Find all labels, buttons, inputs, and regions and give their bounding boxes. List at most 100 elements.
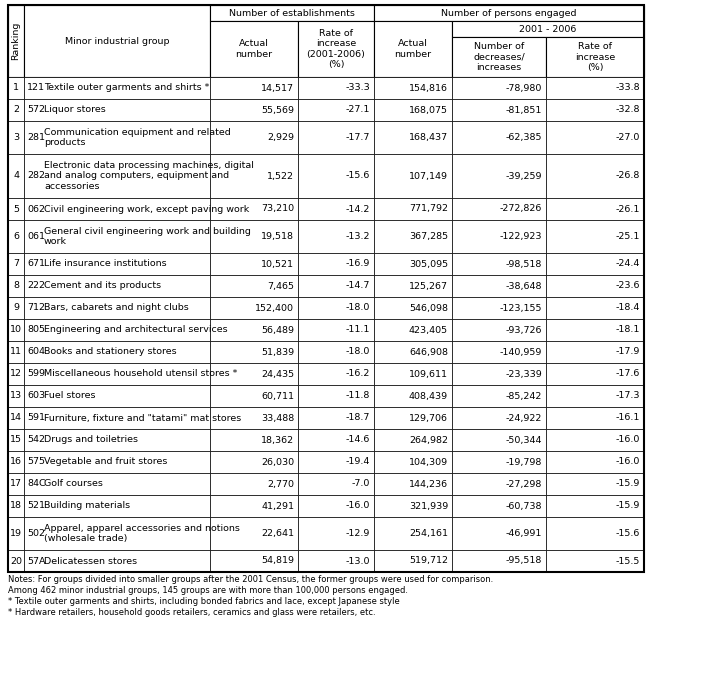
Bar: [374, 517, 452, 550]
Text: Delicatessen stores: Delicatessen stores: [44, 557, 137, 566]
Text: -17.7: -17.7: [346, 133, 370, 142]
Bar: [210, 341, 298, 363]
Text: 062: 062: [27, 205, 45, 213]
Bar: [298, 429, 374, 451]
Bar: [298, 550, 374, 572]
Text: Cement and its products: Cement and its products: [44, 282, 161, 291]
Text: 282: 282: [27, 172, 45, 181]
Bar: [546, 385, 644, 407]
Bar: [374, 407, 452, 429]
Text: Civil engineering work, except paving work: Civil engineering work, except paving wo…: [44, 205, 249, 213]
Text: -140,959: -140,959: [500, 347, 542, 356]
Bar: [210, 275, 298, 297]
Text: 502: 502: [27, 529, 45, 538]
Bar: [298, 99, 374, 121]
Text: 125,267: 125,267: [409, 282, 448, 291]
Bar: [298, 21, 374, 77]
Text: 542: 542: [27, 436, 45, 445]
Bar: [298, 319, 374, 341]
Text: General civil engineering work and building
work: General civil engineering work and build…: [44, 227, 251, 246]
Text: Fuel stores: Fuel stores: [44, 391, 96, 401]
Bar: [210, 495, 298, 517]
Text: -24.4: -24.4: [616, 259, 640, 269]
Bar: [452, 21, 644, 37]
Text: 519,712: 519,712: [409, 557, 448, 566]
Bar: [452, 341, 546, 363]
Text: -23.6: -23.6: [615, 282, 640, 291]
Text: 17: 17: [10, 479, 22, 488]
Bar: [374, 5, 644, 21]
Text: -7.0: -7.0: [352, 479, 370, 488]
Bar: [374, 21, 452, 77]
Text: -11.8: -11.8: [346, 391, 370, 401]
Text: 10,521: 10,521: [261, 259, 294, 269]
Text: 13: 13: [10, 391, 22, 401]
Text: 771,792: 771,792: [409, 205, 448, 213]
Bar: [298, 407, 374, 429]
Text: Electronic data processing machines, digital
and analog computers, equipment and: Electronic data processing machines, dig…: [44, 161, 254, 191]
Bar: [24, 253, 210, 275]
Text: 321,939: 321,939: [409, 501, 448, 510]
Bar: [374, 473, 452, 495]
Bar: [24, 121, 210, 154]
Bar: [546, 154, 644, 198]
Text: 168,075: 168,075: [409, 105, 448, 114]
Text: 107,149: 107,149: [409, 172, 448, 181]
Bar: [210, 77, 298, 99]
Text: 1,522: 1,522: [267, 172, 294, 181]
Text: -38,648: -38,648: [506, 282, 542, 291]
Text: Drugs and toiletries: Drugs and toiletries: [44, 436, 138, 445]
Bar: [210, 363, 298, 385]
Text: 10: 10: [10, 326, 22, 334]
Bar: [298, 154, 374, 198]
Bar: [452, 297, 546, 319]
Text: -26.1: -26.1: [616, 205, 640, 213]
Text: -62,385: -62,385: [506, 133, 542, 142]
Text: 367,285: 367,285: [409, 232, 448, 241]
Bar: [8, 5, 24, 77]
Bar: [24, 77, 210, 99]
Bar: [374, 275, 452, 297]
Bar: [24, 429, 210, 451]
Bar: [8, 198, 24, 220]
Bar: [24, 154, 210, 198]
Bar: [452, 77, 546, 99]
Bar: [452, 451, 546, 473]
Bar: [546, 37, 644, 77]
Text: 305,095: 305,095: [409, 259, 448, 269]
Bar: [210, 5, 374, 21]
Bar: [298, 198, 374, 220]
Bar: [374, 154, 452, 198]
Text: 712: 712: [27, 304, 45, 313]
Text: -93,726: -93,726: [506, 326, 542, 334]
Bar: [452, 550, 546, 572]
Text: -98,518: -98,518: [506, 259, 542, 269]
Text: -39,259: -39,259: [506, 172, 542, 181]
Text: 11: 11: [10, 347, 22, 356]
Bar: [374, 385, 452, 407]
Text: 129,706: 129,706: [409, 414, 448, 423]
Text: -95,518: -95,518: [506, 557, 542, 566]
Bar: [452, 198, 546, 220]
Text: * Hardware retailers, household goods retailers, ceramics and glass were retaile: * Hardware retailers, household goods re…: [8, 608, 376, 617]
Text: -25.1: -25.1: [616, 232, 640, 241]
Text: -24,922: -24,922: [506, 414, 542, 423]
Text: Books and stationery stores: Books and stationery stores: [44, 347, 176, 356]
Bar: [546, 495, 644, 517]
Text: 19: 19: [10, 529, 22, 538]
Text: -16.1: -16.1: [616, 414, 640, 423]
Bar: [546, 473, 644, 495]
Bar: [452, 363, 546, 385]
Text: -23,339: -23,339: [506, 369, 542, 378]
Bar: [374, 121, 452, 154]
Text: 2: 2: [13, 105, 19, 114]
Bar: [374, 77, 452, 99]
Bar: [24, 198, 210, 220]
Bar: [210, 121, 298, 154]
Text: Engineering and architectural services: Engineering and architectural services: [44, 326, 228, 334]
Text: -14.6: -14.6: [346, 436, 370, 445]
Bar: [210, 451, 298, 473]
Text: 14: 14: [10, 414, 22, 423]
Text: Actual
number: Actual number: [236, 39, 273, 59]
Text: 423,405: 423,405: [409, 326, 448, 334]
